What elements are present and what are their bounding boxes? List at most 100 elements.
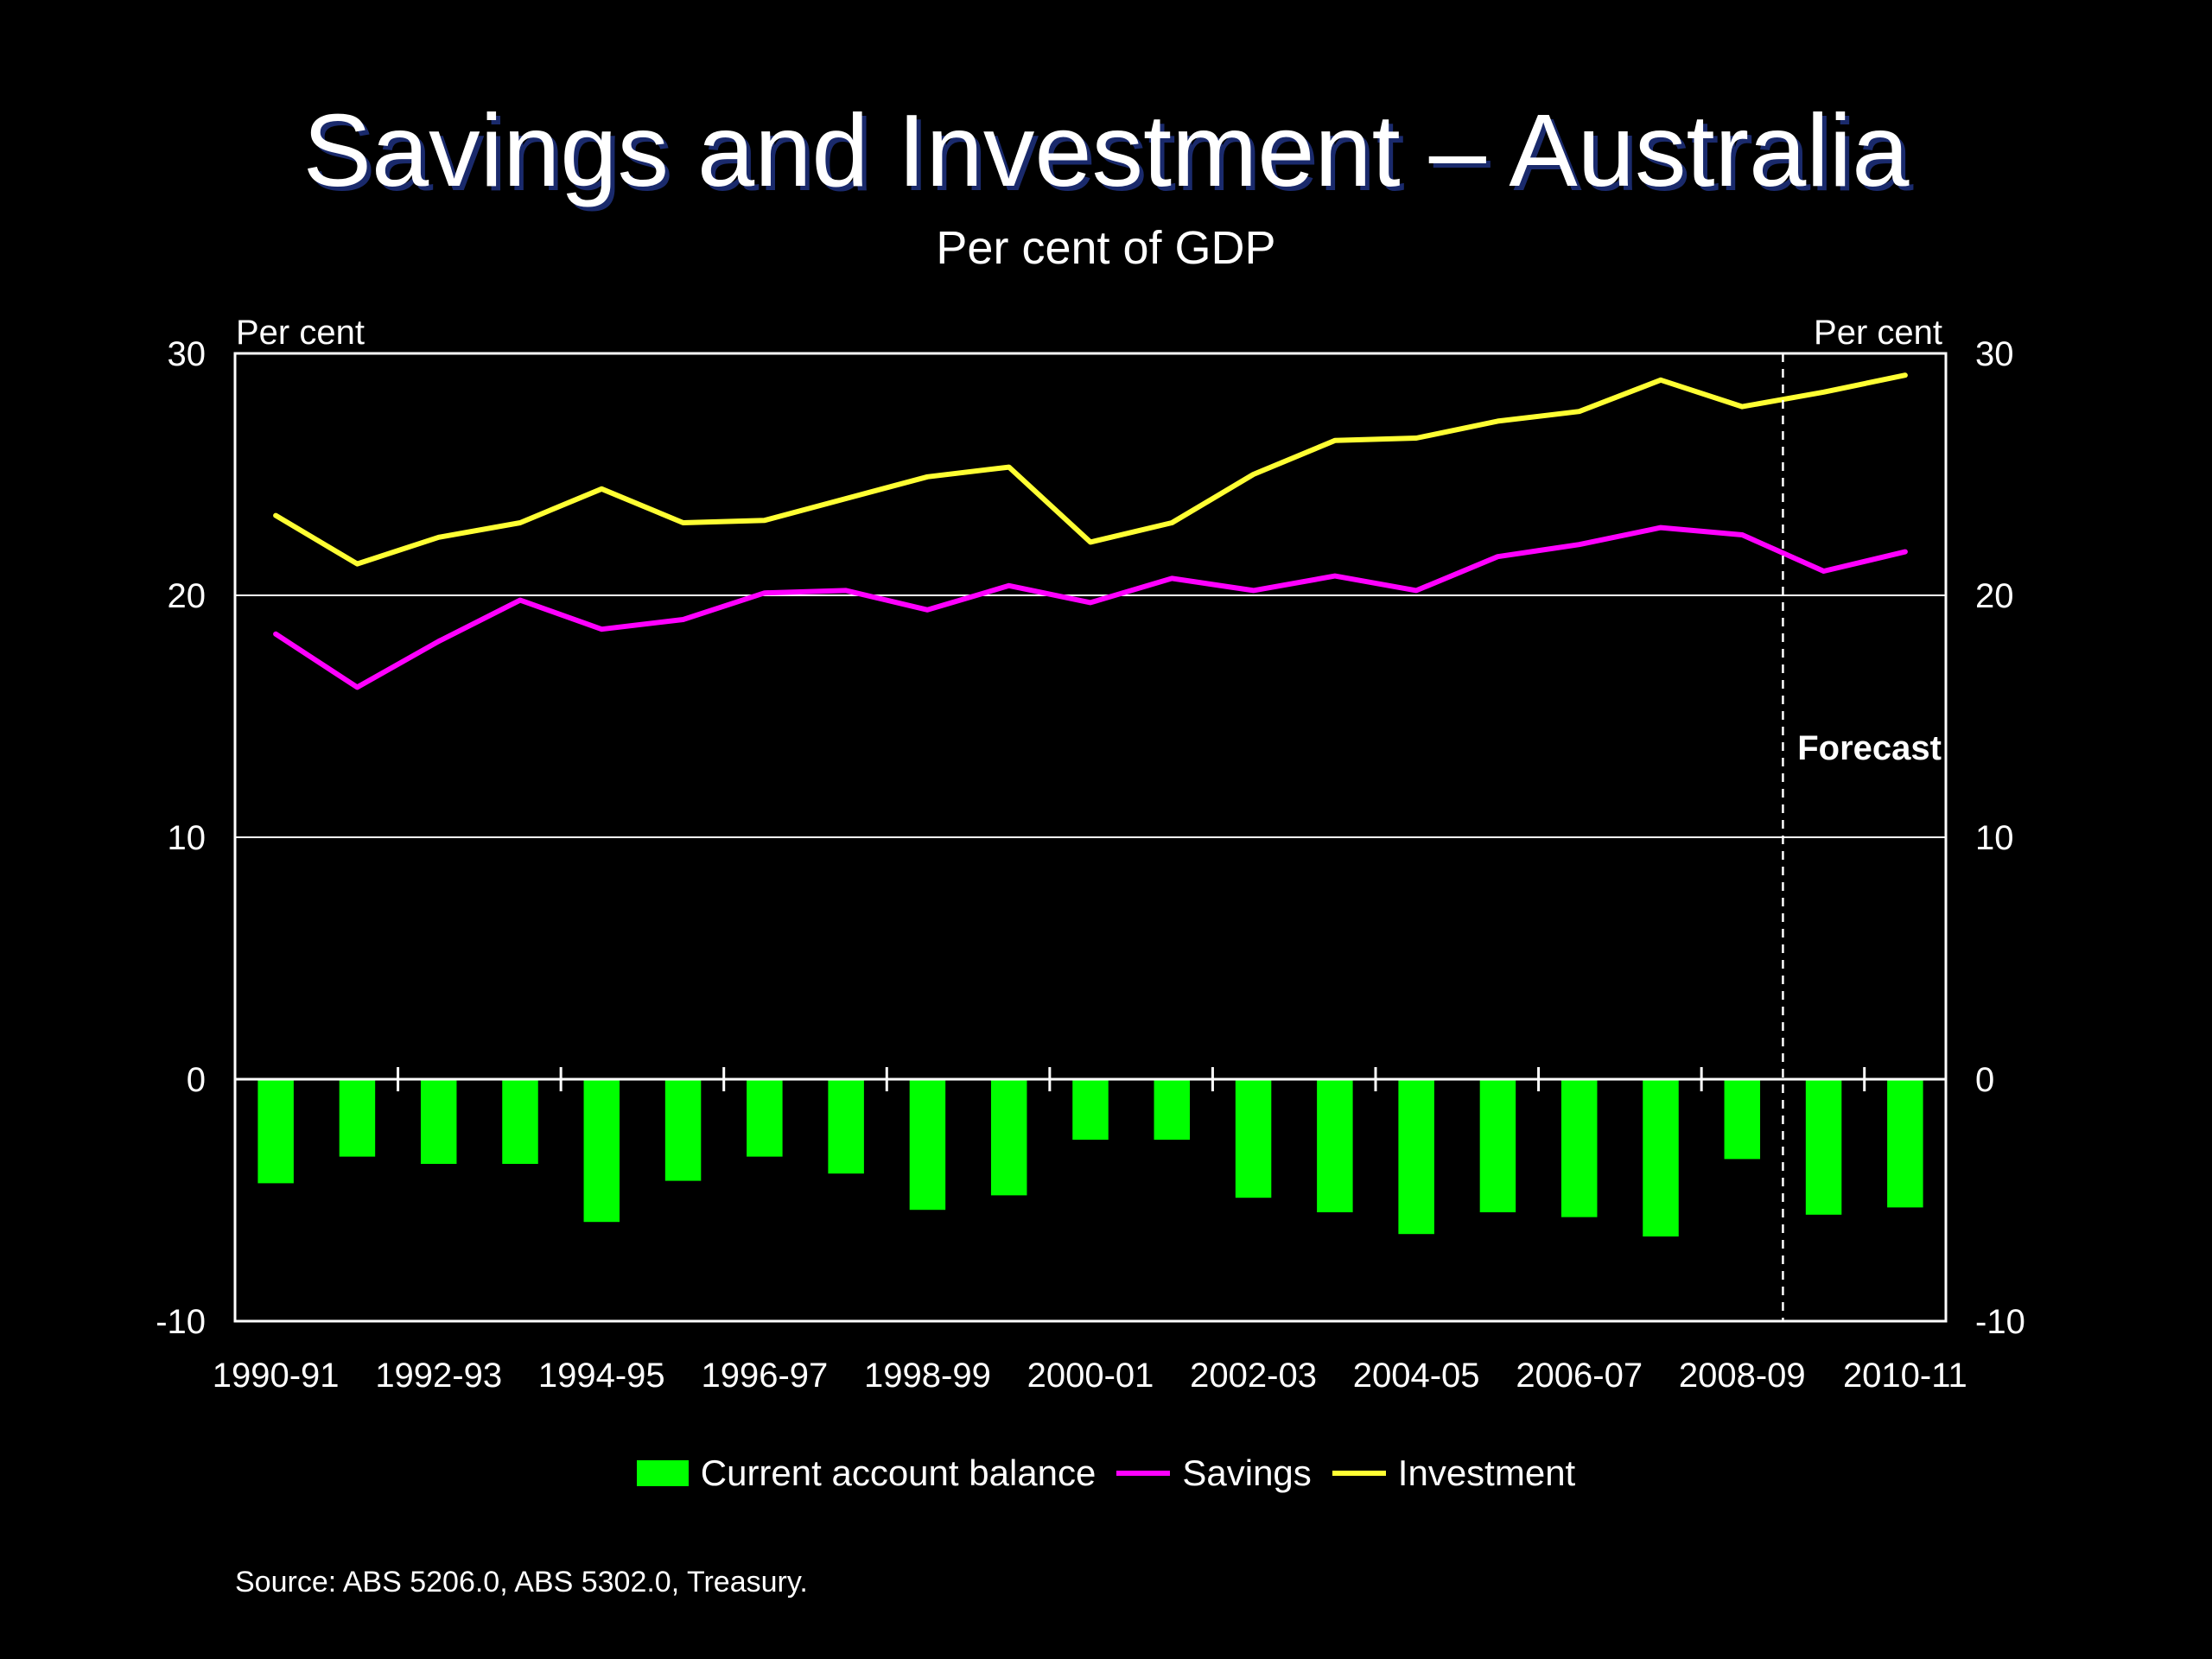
y-tick-label-left-0: 0 [187,1061,206,1099]
point-savings-1999-00 [1008,585,1010,587]
point-investment-2009-10 [1823,391,1825,393]
bar-current-account-2006-07 [1560,1079,1598,1217]
point-investment-2002-03 [1253,474,1255,475]
bar-current-account-1995-96 [664,1079,702,1181]
y-tick-labels-right: -10 0 10 20 30 [1975,335,2025,1341]
bar-current-account-1993-94 [502,1079,538,1164]
point-investment-2001-02 [1171,522,1173,524]
bar-current-account-1997-98 [828,1079,864,1174]
point-investment-2008-09 [1741,406,1743,408]
point-investment-1990-91 [275,515,276,517]
source-note: Source: ABS 5206.0, ABS 5302.0, Treasury… [235,1566,808,1599]
bar-current-account-1990-91 [257,1079,294,1184]
y-tick-label-left--10: -10 [156,1303,206,1341]
point-investment-1998-99 [926,476,928,478]
point-investment-2005-06 [1497,420,1498,422]
bar-current-account-2001-02 [1154,1079,1191,1140]
bar-current-account-2002-03 [1235,1079,1272,1198]
point-savings-1995-96 [683,619,684,620]
x-tick-label-1990-91: 1990-91 [213,1357,340,1395]
x-ticks [397,1067,1866,1091]
point-investment-2010-11 [1904,374,1906,376]
point-savings-1992-93 [438,640,440,642]
x-tick-label-2010-11: 2010-11 [1843,1357,1967,1395]
point-savings-1998-99 [926,609,928,611]
y-tick-label-right-10: 10 [1975,819,2014,857]
x-tick-label-2006-07: 2006-07 [1516,1357,1643,1395]
bar-current-account-2005-06 [1479,1079,1516,1212]
legend-swatch-current-account [636,1460,689,1486]
legend-swatch-investment [1332,1471,1386,1476]
point-savings-1991-92 [356,686,358,688]
point-savings-2007-08 [1660,527,1662,529]
point-savings-2009-10 [1823,570,1825,572]
bar-current-account-2003-04 [1317,1079,1353,1212]
bar-current-account-1996-97 [747,1079,783,1157]
slide-subtitle: Per cent of GDP [936,222,1276,274]
point-savings-1993-94 [519,600,521,601]
bars [257,1079,1923,1236]
point-savings-2006-07 [1579,543,1580,545]
point-investment-1999-00 [1008,467,1010,468]
lines [273,372,1908,690]
legend-item-investment: Investment [1332,1452,1575,1494]
axis-label-right: Per cent [1814,314,1942,352]
point-investment-1994-95 [601,488,602,490]
point-savings-2003-04 [1334,575,1336,577]
legend-label-current-account: Current account balance [700,1452,1096,1493]
x-tick-label-1996-97: 1996-97 [701,1357,828,1395]
point-savings-2005-06 [1497,556,1498,557]
bar-current-account-1994-95 [583,1079,620,1223]
line-investment [273,372,1908,567]
point-savings-2002-03 [1253,589,1255,591]
point-savings-2004-05 [1415,589,1417,591]
bar-current-account-2000-01 [1072,1079,1109,1140]
point-investment-2007-08 [1660,379,1662,381]
legend-label-investment: Investment [1397,1452,1576,1493]
point-savings-2008-09 [1741,534,1743,536]
x-tick-label-1992-93: 1992-93 [375,1357,502,1395]
point-savings-2010-11 [1904,551,1906,553]
point-savings-1994-95 [601,628,602,630]
point-savings-2001-02 [1171,577,1173,579]
legend-item-savings: Savings [1116,1452,1312,1494]
point-investment-2000-01 [1090,541,1091,543]
point-investment-2003-04 [1334,440,1336,442]
bar-current-account-2010-11 [1887,1079,1923,1208]
point-savings-1990-91 [275,633,276,635]
point-investment-2006-07 [1579,410,1580,412]
slide-title: Savings and Investment – Australia [302,93,1910,208]
y-tick-label-left-20: 20 [168,577,207,615]
point-savings-1996-97 [764,592,766,594]
x-tick-labels: 1990-91 1992-93 1994-95 1996-97 1998-99 2000-… [213,1357,1967,1395]
line-savings [273,524,1908,690]
legend-swatch-savings [1116,1471,1171,1476]
bar-current-account-1992-93 [420,1079,457,1164]
point-savings-1997-98 [845,589,847,591]
point-savings-2000-01 [1090,601,1091,603]
plot-border [233,352,1948,1323]
point-investment-1992-93 [438,537,440,538]
forecast-annotation: Forecast [1797,729,1942,767]
point-investment-1991-92 [356,563,358,565]
plot-frame [233,352,1948,1323]
legend-label-savings: Savings [1182,1452,1312,1493]
legend-item-current-account: Current account balance [636,1452,1096,1494]
x-tick-label-2002-03: 2002-03 [1190,1357,1317,1395]
point-investment-1993-94 [519,522,521,524]
bar-current-account-1991-92 [339,1079,376,1157]
x-tick-label-1994-95: 1994-95 [538,1357,665,1395]
point-investment-1995-96 [683,522,684,524]
bar-current-account-2009-10 [1805,1079,1842,1215]
bar-current-account-2008-09 [1724,1079,1761,1160]
axis-label-left: Per cent [236,314,365,352]
y-tick-label-right-0: 0 [1975,1061,1994,1099]
bar-current-account-1998-99 [909,1079,946,1211]
point-investment-1996-97 [764,519,766,521]
point-investment-2004-05 [1415,437,1417,439]
bar-current-account-2004-05 [1398,1079,1434,1235]
y-tick-label-right-30: 30 [1975,335,2014,373]
y-tick-label-left-10: 10 [168,819,207,857]
